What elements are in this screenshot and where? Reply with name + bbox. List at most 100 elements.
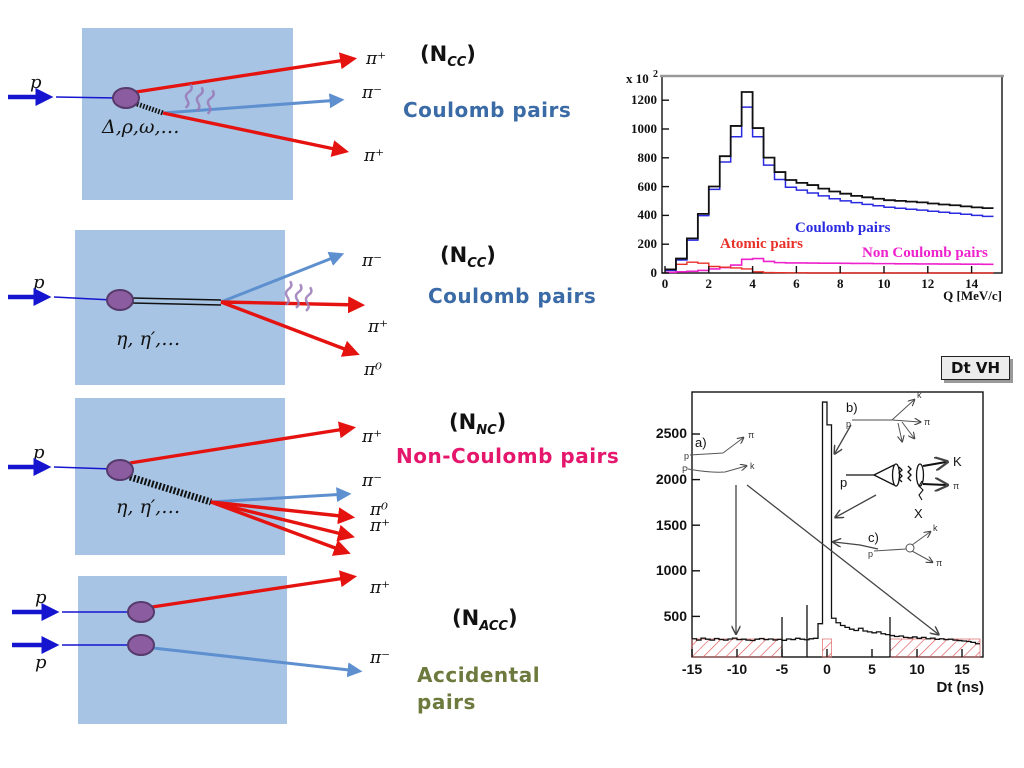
- pion-label: π⁰: [363, 360, 382, 380]
- vertex-blob: [112, 87, 140, 109]
- dt-histogram: [692, 401, 980, 645]
- svg-text:400: 400: [638, 207, 658, 222]
- target-box: [82, 28, 293, 200]
- svg-text:1000: 1000: [656, 562, 687, 578]
- extra-pion-arrow: [210, 500, 351, 556]
- annotation-arrows: [736, 424, 938, 634]
- svg-text:500: 500: [664, 608, 688, 624]
- svg-text:1500: 1500: [656, 517, 687, 533]
- pion-minus-arrow: [152, 646, 363, 678]
- svg-text:4: 4: [749, 276, 756, 291]
- vertex-blob: [106, 459, 134, 481]
- pion-label: π⁺: [363, 146, 384, 166]
- svg-text:X: X: [914, 506, 923, 521]
- count-label-ncc-1: (NCC): [420, 42, 476, 71]
- svg-text:1200: 1200: [631, 92, 657, 107]
- x-axis-label: Dt (ns): [937, 679, 985, 696]
- x-axis-label: Q [MeV/c]: [943, 288, 1002, 303]
- pair-type-label: Non-Coulomb pairs: [396, 444, 620, 468]
- pion-plus-arrow: [151, 570, 358, 609]
- noncoulomb-histogram: [665, 257, 994, 274]
- pion-plus-arrow: [129, 421, 357, 465]
- resonance-line: [131, 297, 222, 301]
- diagram-coulomb-pairs-1: p Δ,ρ,ω,… π⁺ π⁻ π⁺: [8, 28, 386, 200]
- pion-label: π⁻: [369, 648, 390, 668]
- count-label-nnc: (NNC): [449, 410, 507, 439]
- svg-text:12: 12: [921, 276, 934, 291]
- inset-a: a) p P π k: [682, 430, 755, 475]
- pion-zero-arrow: [210, 500, 356, 525]
- photon-exchange-squiggles: [284, 280, 313, 312]
- svg-text:p: p: [684, 451, 689, 461]
- pion-label: π⁻: [361, 83, 382, 103]
- plot-frame: [661, 75, 1003, 274]
- y-axis-scale-exponent: 2: [653, 69, 658, 80]
- pion-label: π⁺: [367, 317, 388, 337]
- y-tick-labels: 500 1000 1500 2000 2500: [656, 425, 687, 624]
- resonance-label: η, η′,…: [116, 328, 180, 350]
- svg-text:π: π: [953, 481, 959, 491]
- svg-text:15: 15: [954, 661, 970, 677]
- pair-type-label: Accidental pairs: [417, 663, 541, 714]
- vertex-blob: [106, 289, 134, 311]
- target-box: [75, 230, 285, 385]
- pion-plus-arrow: [210, 500, 355, 542]
- pion-plus-arrow: [162, 111, 349, 157]
- proton-label: p: [35, 587, 47, 608]
- q-spectrum-chart: 0 200 400 600 800 1000 1200 0 2 4 6 8 10…: [626, 69, 1004, 303]
- pion-label: π⁺: [361, 427, 382, 447]
- target-box: [75, 398, 285, 555]
- y-tick-labels: 0 200 400 600 800 1000 1200: [631, 92, 657, 280]
- pion-label: π⁺: [369, 516, 390, 536]
- resonance-label: η, η′,…: [116, 496, 180, 518]
- svg-text:k: k: [917, 390, 922, 400]
- svg-text:-15: -15: [682, 661, 702, 677]
- atomic-pairs-label: Atomic pairs: [720, 236, 803, 252]
- x-ticks: [691, 649, 963, 657]
- pion-minus-arrow: [210, 487, 352, 504]
- svg-text:π: π: [748, 430, 754, 440]
- count-label-ncc-2: (NCC): [440, 243, 496, 272]
- svg-text:1000: 1000: [631, 121, 657, 136]
- dtvh-title-box: Dt VH: [941, 356, 1011, 380]
- svg-text:k: k: [933, 523, 938, 533]
- svg-text:k: k: [750, 461, 755, 471]
- svg-text:p: p: [846, 419, 851, 429]
- count-label-nacc: (NACC): [452, 606, 518, 635]
- proton-label: p: [30, 72, 42, 93]
- svg-text:2: 2: [706, 276, 713, 291]
- diagram-coulomb-pairs-2: p η, η′,… π⁻ π⁺ π⁰: [8, 230, 388, 385]
- svg-text:a): a): [695, 435, 707, 450]
- diagram-accidental-pairs: p p π⁺ π⁻: [12, 570, 390, 724]
- y-ticks: [692, 433, 700, 618]
- resonance-label: Δ,ρ,ω,…: [101, 116, 180, 138]
- coulomb-pairs-label: Coulomb pairs: [795, 220, 891, 236]
- noncoulomb-pairs-label: Non Coulomb pairs: [862, 245, 988, 261]
- pair-type-label: Coulomb pairs: [403, 98, 572, 122]
- photon-exchange-squiggles: [184, 83, 215, 115]
- svg-text:10: 10: [878, 276, 891, 291]
- pion-label: π⁺: [369, 578, 390, 598]
- proton-label: p: [33, 272, 45, 293]
- svg-text:5: 5: [868, 661, 876, 677]
- svg-text:0: 0: [662, 276, 669, 291]
- svg-text:2000: 2000: [656, 471, 687, 487]
- proton-label: p: [35, 652, 47, 673]
- svg-text:K: K: [953, 454, 962, 469]
- svg-text:p: p: [840, 475, 847, 490]
- inset-c: c) p k π: [868, 523, 942, 568]
- svg-text:6: 6: [793, 276, 800, 291]
- pion-label: π⁻: [361, 471, 382, 491]
- pion-plus-arrow: [135, 52, 358, 94]
- vertex-blob: [127, 601, 155, 623]
- inset-b: b) p k π: [846, 390, 930, 441]
- svg-text:-5: -5: [776, 661, 789, 677]
- proton-label: p: [33, 442, 45, 463]
- x-tick-labels: -15 -10 -5 0 5 10 15: [682, 661, 970, 677]
- pion-label: π⁺: [365, 49, 386, 69]
- svg-text:p: p: [868, 549, 873, 559]
- pion-plus-arrow: [220, 296, 366, 314]
- pion-zero-arrow: [220, 300, 360, 357]
- pair-type-label: Coulomb pairs: [428, 284, 597, 308]
